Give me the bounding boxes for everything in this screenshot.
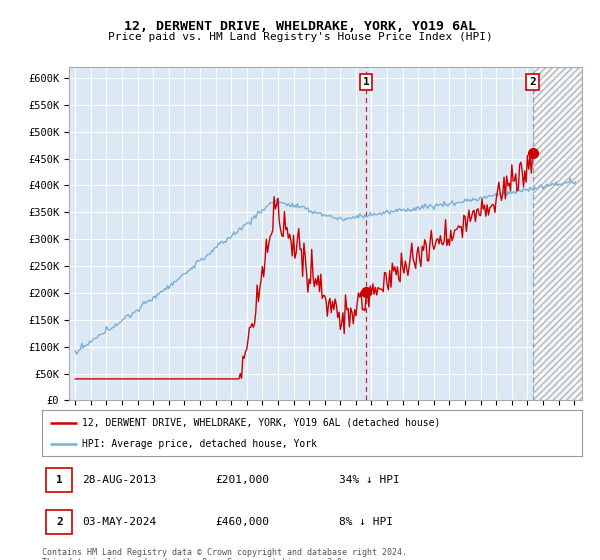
- Text: 1: 1: [363, 77, 370, 87]
- Text: 2: 2: [529, 77, 536, 87]
- Text: 8% ↓ HPI: 8% ↓ HPI: [339, 517, 393, 527]
- Text: 2: 2: [56, 517, 62, 527]
- Text: 1: 1: [56, 475, 62, 485]
- Text: 12, DERWENT DRIVE, WHELDRAKE, YORK, YO19 6AL: 12, DERWENT DRIVE, WHELDRAKE, YORK, YO19…: [124, 20, 476, 34]
- FancyBboxPatch shape: [46, 510, 72, 534]
- Text: £201,000: £201,000: [215, 475, 269, 485]
- Bar: [533, 67, 582, 400]
- Text: £460,000: £460,000: [215, 517, 269, 527]
- Text: 28-AUG-2013: 28-AUG-2013: [83, 475, 157, 485]
- Text: Price paid vs. HM Land Registry's House Price Index (HPI): Price paid vs. HM Land Registry's House …: [107, 32, 493, 42]
- Bar: [533, 67, 582, 400]
- Text: 12, DERWENT DRIVE, WHELDRAKE, YORK, YO19 6AL (detached house): 12, DERWENT DRIVE, WHELDRAKE, YORK, YO19…: [83, 418, 441, 428]
- Text: 03-MAY-2024: 03-MAY-2024: [83, 517, 157, 527]
- Text: HPI: Average price, detached house, York: HPI: Average price, detached house, York: [83, 439, 317, 449]
- Text: 34% ↓ HPI: 34% ↓ HPI: [339, 475, 400, 485]
- Text: Contains HM Land Registry data © Crown copyright and database right 2024.
This d: Contains HM Land Registry data © Crown c…: [42, 548, 407, 560]
- FancyBboxPatch shape: [46, 468, 72, 492]
